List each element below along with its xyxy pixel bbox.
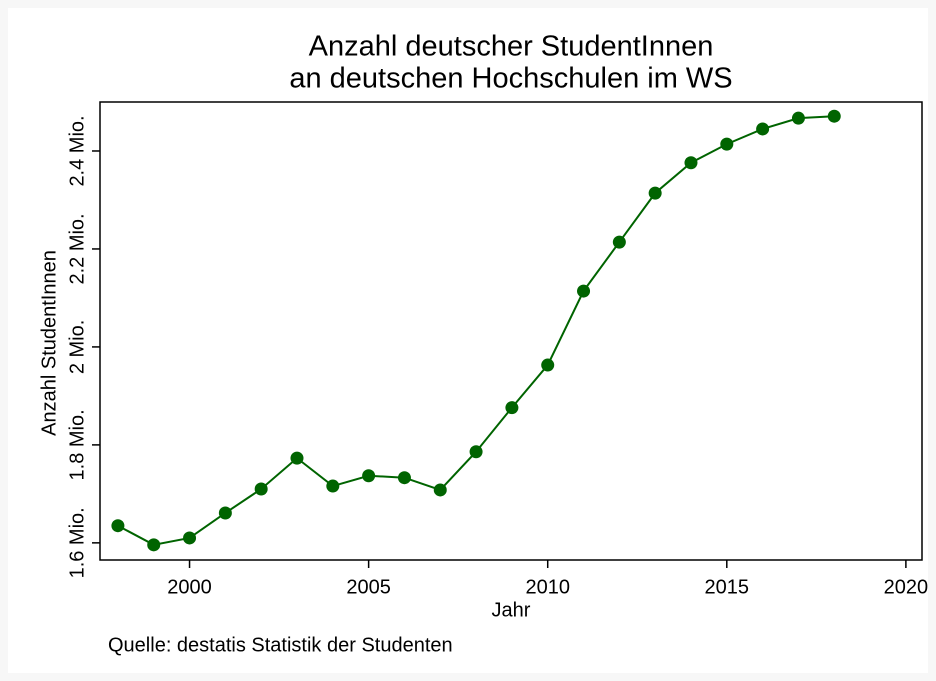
data-point	[684, 156, 698, 170]
data-point	[218, 506, 232, 520]
x-axis-label: Jahr	[492, 599, 531, 621]
x-tick-label: 2015	[705, 576, 750, 598]
data-point	[469, 445, 483, 459]
data-point	[577, 284, 591, 298]
y-tick-label: 2 Mio.	[66, 320, 88, 374]
source-note: Quelle: destatis Statistik der Studenten	[108, 634, 453, 656]
y-tick-label: 2.2 Mio.	[66, 213, 88, 284]
data-point	[720, 137, 734, 151]
x-tick-label: 2010	[525, 576, 570, 598]
data-point	[147, 538, 161, 552]
data-point	[111, 519, 125, 533]
y-tick-label: 2.4 Mio.	[66, 115, 88, 186]
data-point	[397, 471, 411, 485]
data-point	[756, 122, 770, 136]
data-point	[433, 483, 447, 497]
chart-title: Anzahl deutscher StudentInnen	[309, 31, 714, 63]
plot-area	[99, 101, 923, 561]
data-point	[326, 479, 340, 493]
x-tick-label: 2005	[346, 576, 391, 598]
data-point	[612, 235, 626, 249]
y-tick-label: 1.6 Mio.	[66, 507, 88, 578]
data-point	[290, 451, 304, 465]
data-point	[183, 531, 197, 545]
data-point	[505, 401, 519, 415]
chart-title: an deutschen Hochschulen im WS	[289, 63, 732, 95]
data-point	[541, 358, 555, 372]
data-point	[648, 186, 662, 200]
data-point	[254, 482, 268, 496]
data-point	[791, 111, 805, 125]
data-point	[362, 469, 376, 483]
y-axis-label: Anzahl StudentInnen	[38, 250, 60, 436]
x-tick-label: 2020	[884, 576, 929, 598]
y-tick-label: 1.8 Mio.	[66, 409, 88, 480]
data-point	[827, 109, 841, 123]
x-tick-label: 2000	[167, 576, 212, 598]
